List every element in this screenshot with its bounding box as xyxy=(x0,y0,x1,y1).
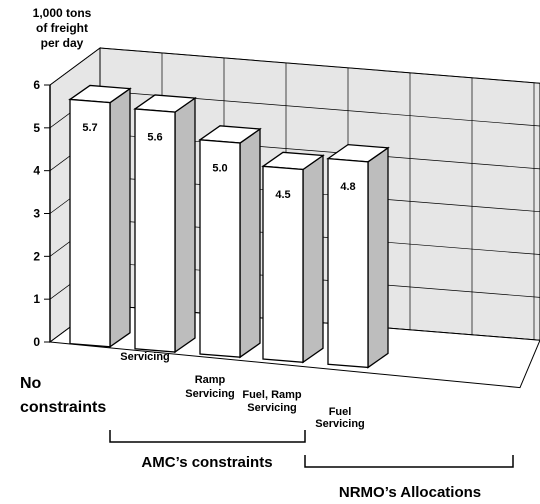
y-tick-label: 2 xyxy=(33,249,40,263)
grid-line xyxy=(99,47,540,84)
x-tick-label: No xyxy=(20,375,42,392)
x-tick-label: Servicing xyxy=(185,388,235,400)
x-tick-label: Servicing xyxy=(247,402,297,414)
bar-side xyxy=(174,96,196,354)
y-tick-label: 5 xyxy=(33,121,40,135)
bar-side xyxy=(367,146,389,369)
y-axis-label: of freight xyxy=(36,21,88,35)
x-tick-label: Ramp xyxy=(195,374,226,386)
bar xyxy=(134,108,176,353)
y-axis-label: per day xyxy=(41,36,84,50)
bar-side xyxy=(302,154,324,364)
group-label: AMC’s constraints xyxy=(141,454,272,471)
x-tick-label: constraints xyxy=(20,399,106,416)
y-tick-label: 0 xyxy=(33,335,40,349)
value-label: 4.5 xyxy=(275,189,290,201)
bar-group xyxy=(261,151,325,364)
bar xyxy=(69,98,111,348)
x-tick-label: Servicing xyxy=(315,418,365,430)
bar-group xyxy=(198,125,262,359)
value-label: 5.7 xyxy=(82,122,97,134)
grid-line xyxy=(49,47,101,86)
x-tick-label: Servicing xyxy=(120,351,170,363)
bar-side xyxy=(239,127,261,359)
bar xyxy=(327,157,369,369)
bar xyxy=(199,139,241,358)
bar-group xyxy=(326,143,390,369)
value-label: 5.6 xyxy=(147,132,162,144)
y-tick-label: 4 xyxy=(33,164,40,178)
value-label: 5.0 xyxy=(212,162,227,174)
y-tick-label: 1 xyxy=(33,292,40,306)
x-tick-label: Fuel, Ramp xyxy=(242,389,302,401)
y-tick-label: 3 xyxy=(33,207,40,221)
group-bracket xyxy=(109,430,306,443)
group-bracket xyxy=(304,455,514,468)
value-label: 4.8 xyxy=(340,181,355,193)
x-tick-label: Fuel xyxy=(329,406,352,418)
group-label: NRMO’s Allocations xyxy=(339,484,481,501)
bar-group xyxy=(133,94,197,354)
y-tick-label: 6 xyxy=(33,78,40,92)
y-axis-label: 1,000 tons xyxy=(33,6,92,20)
bar-side xyxy=(109,87,131,349)
bar xyxy=(262,165,304,363)
bar-group xyxy=(68,84,132,349)
